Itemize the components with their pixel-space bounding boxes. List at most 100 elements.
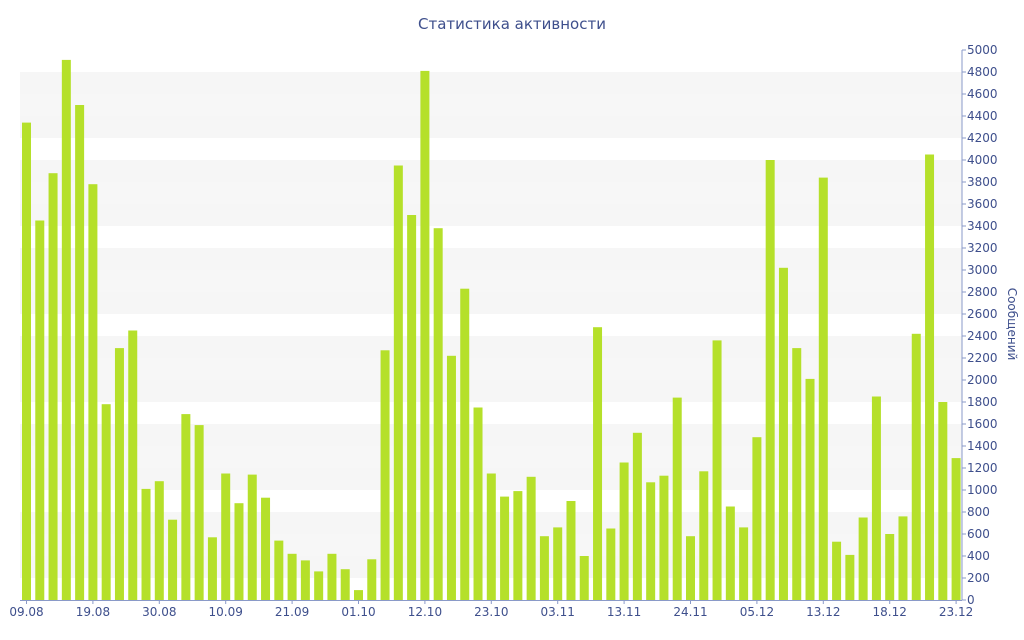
bar[interactable]: [460, 288, 470, 600]
bar[interactable]: [61, 59, 71, 600]
bar[interactable]: [274, 540, 284, 600]
bar[interactable]: [327, 553, 337, 600]
x-tick-label: 19.08: [76, 605, 110, 619]
grid-band: [20, 314, 962, 336]
bar[interactable]: [805, 378, 815, 600]
bar[interactable]: [898, 516, 908, 600]
bar[interactable]: [300, 560, 310, 600]
bar[interactable]: [207, 537, 217, 600]
bar[interactable]: [712, 340, 722, 600]
bar[interactable]: [194, 425, 204, 600]
bar[interactable]: [646, 482, 656, 600]
grid-band: [20, 50, 962, 72]
bar[interactable]: [845, 554, 855, 600]
y-tick-label: 4800: [967, 65, 998, 79]
bar[interactable]: [566, 501, 576, 600]
x-tick-label: 23.12: [939, 605, 973, 619]
y-tick-label: 3400: [967, 219, 998, 233]
y-tick-label: 400: [967, 549, 990, 563]
bar[interactable]: [739, 527, 749, 600]
bar[interactable]: [261, 497, 271, 600]
bar[interactable]: [114, 348, 124, 600]
bar[interactable]: [792, 348, 802, 600]
bars: [22, 59, 961, 601]
bar[interactable]: [938, 402, 948, 600]
y-tick-label: 4600: [967, 87, 998, 101]
bar[interactable]: [48, 173, 58, 600]
grid-band: [20, 402, 962, 424]
bar[interactable]: [606, 528, 616, 601]
bar[interactable]: [553, 527, 563, 600]
y-axis: 0 200 400 600 800 1000 1200 1400 1600 1800 2000 220…: [961, 43, 998, 607]
bar[interactable]: [340, 569, 350, 600]
y-tick-label: 2400: [967, 329, 998, 343]
grid-band: [20, 336, 962, 358]
bar[interactable]: [88, 184, 98, 600]
grid-band: [20, 116, 962, 138]
bar[interactable]: [911, 333, 921, 600]
bar[interactable]: [500, 496, 510, 600]
bar[interactable]: [181, 414, 191, 600]
bar[interactable]: [75, 105, 85, 600]
y-tick-label: 4000: [967, 153, 998, 167]
bar[interactable]: [752, 437, 762, 600]
bar[interactable]: [154, 481, 164, 600]
bar[interactable]: [778, 267, 788, 600]
bar[interactable]: [234, 503, 244, 600]
bar[interactable]: [101, 404, 111, 600]
x-tick-label: 21.09: [275, 605, 309, 619]
bar[interactable]: [486, 473, 496, 601]
bar[interactable]: [141, 488, 151, 600]
bar[interactable]: [473, 407, 483, 601]
y-tick-label: 2000: [967, 373, 998, 387]
bar[interactable]: [128, 330, 138, 601]
y-tick-label: 2600: [967, 307, 998, 321]
bar[interactable]: [446, 355, 456, 600]
bar[interactable]: [35, 220, 45, 601]
bar[interactable]: [526, 476, 536, 600]
grid-band: [20, 204, 962, 226]
bar[interactable]: [433, 228, 443, 600]
x-tick-label: 12.10: [408, 605, 442, 619]
y-axis-title: Сообщений: [1005, 288, 1019, 361]
bar[interactable]: [380, 350, 390, 600]
y-tick-label: 3000: [967, 263, 998, 277]
grid-band: [20, 292, 962, 314]
bar[interactable]: [593, 327, 603, 600]
bar[interactable]: [818, 177, 828, 600]
bar[interactable]: [725, 506, 735, 601]
bar[interactable]: [22, 122, 31, 600]
bar[interactable]: [354, 590, 363, 600]
bar[interactable]: [407, 215, 417, 600]
bar[interactable]: [539, 536, 549, 600]
bar[interactable]: [885, 534, 895, 600]
bar[interactable]: [672, 397, 682, 600]
bar[interactable]: [871, 396, 881, 601]
bar[interactable]: [699, 471, 709, 600]
bar[interactable]: [619, 462, 629, 601]
bar[interactable]: [367, 559, 377, 600]
bar[interactable]: [247, 474, 257, 600]
bar[interactable]: [659, 475, 669, 600]
bar[interactable]: [393, 165, 403, 601]
y-tick-label: 200: [967, 571, 990, 585]
bar[interactable]: [168, 519, 178, 600]
grid-band: [20, 182, 962, 204]
bar[interactable]: [951, 458, 961, 600]
bar[interactable]: [420, 70, 430, 600]
grid-band: [20, 358, 962, 380]
bar[interactable]: [314, 571, 324, 600]
x-tick-label: 05.12: [740, 605, 774, 619]
bar[interactable]: [765, 160, 775, 600]
bar[interactable]: [221, 473, 231, 601]
grid-band: [20, 270, 962, 292]
bar[interactable]: [686, 536, 695, 600]
bar[interactable]: [832, 541, 842, 600]
bar[interactable]: [632, 432, 642, 600]
bar[interactable]: [513, 491, 523, 600]
y-tick-label: 4200: [967, 131, 998, 145]
bar[interactable]: [579, 556, 589, 600]
bar[interactable]: [925, 154, 935, 601]
bar[interactable]: [287, 553, 297, 600]
bar[interactable]: [858, 517, 868, 601]
